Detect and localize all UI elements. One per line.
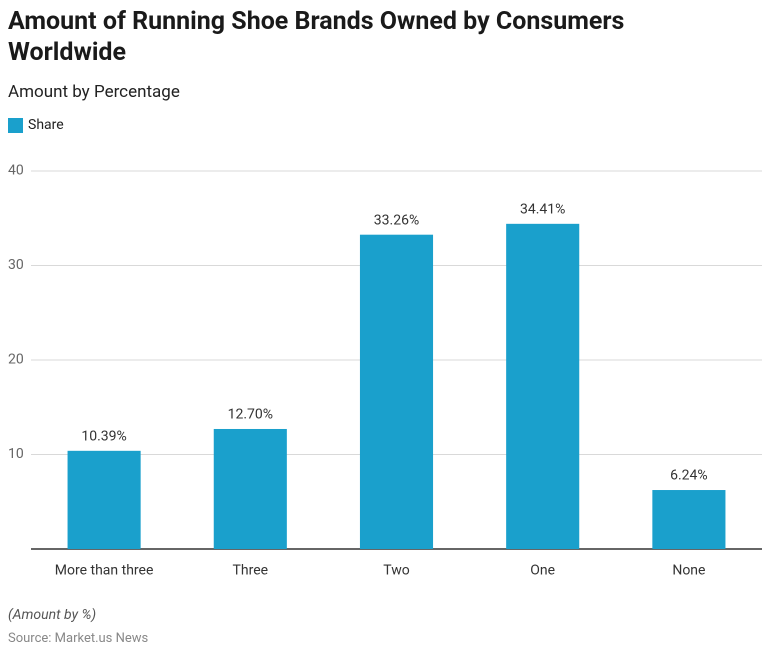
source: Source: Market.us News [8,631,149,646]
legend-swatch [8,117,23,133]
note: (Amount by %) [8,607,97,623]
bar [652,490,726,549]
x-tick-label: Two [383,563,409,579]
chart-subtitle: Amount by Percentage [8,82,180,102]
bar [359,234,434,549]
value-label: 6.24% [670,468,708,484]
bar [506,223,580,549]
y-tick-label: 10 [8,446,24,462]
value-label: 10.39% [81,429,126,445]
x-tick-label: One [530,563,555,579]
value-label: 12.70% [228,407,273,423]
y-tick-label: 30 [8,257,24,273]
legend-label: Share [28,117,64,133]
bar [67,450,141,549]
x-tick-label: More than three [55,563,154,579]
value-label: 33.26% [374,212,419,228]
value-label: 34.41% [520,202,565,218]
x-tick-label: Three [233,563,269,579]
x-tick-label: None [672,563,705,579]
chart-title: Amount of Running Shoe Brands Owned by C… [8,7,625,67]
y-tick-label: 40 [8,163,24,179]
legend: Share [8,117,64,133]
bar [213,428,287,549]
y-tick-label: 20 [8,352,24,368]
